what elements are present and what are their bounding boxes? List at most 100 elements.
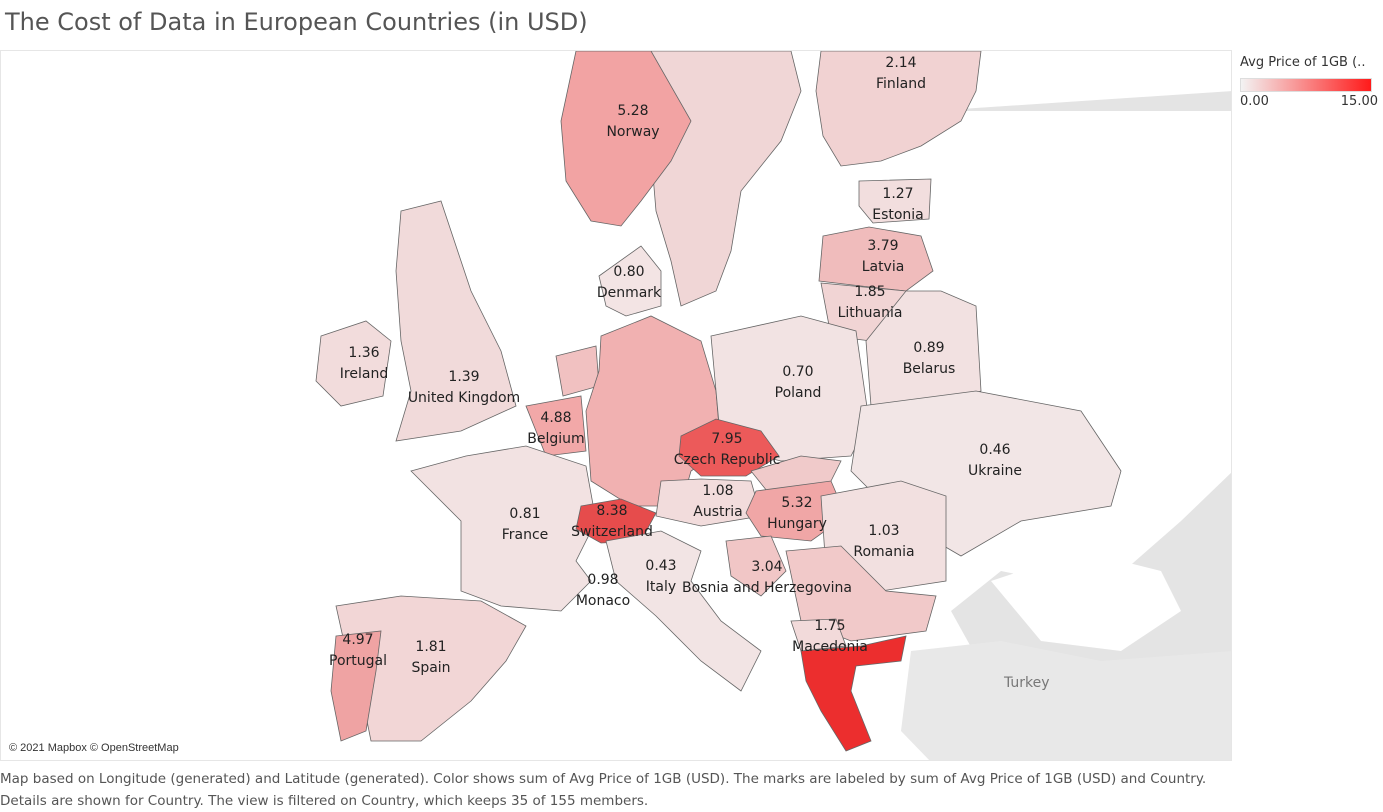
country-label[interactable]: 8.38 Switzerland (571, 501, 653, 543)
country-value: 1.39 (448, 369, 480, 385)
country-france (410, 445, 597, 612)
country-germany (585, 315, 722, 507)
country-czech (678, 418, 780, 477)
country-name: Denmark (596, 285, 662, 301)
country-label[interactable]: 4.88 Belgium (527, 408, 584, 450)
country-name: Italy (645, 579, 677, 595)
country-latvia (818, 226, 934, 292)
country-value: 2.14 (885, 55, 917, 71)
country-label[interactable]: 1.03 Romania (853, 521, 914, 563)
country-label[interactable]: 1.81 Spain (411, 637, 450, 679)
country-name: Macedonia (792, 639, 868, 655)
country-value: 8.38 (596, 503, 628, 519)
country-finland (815, 51, 982, 167)
country-estonia (858, 178, 932, 224)
country-belgium (525, 395, 587, 457)
country-macedonia (790, 618, 847, 652)
country-label[interactable]: 3.04 Bosnia and Herzegovina (682, 557, 852, 599)
map-caption: Map based on Longitude (generated) and L… (0, 771, 1207, 809)
country-name: Spain (411, 660, 451, 676)
color-legend[interactable]: Avg Price of 1GB (.. 0.00 15.00 (1240, 55, 1380, 109)
map-attribution[interactable]: © 2021 Mapbox © OpenStreetMap (9, 742, 179, 754)
country-name: Latvia (861, 259, 905, 275)
country-label[interactable]: 0.70 Poland (775, 362, 822, 404)
country-value: 0.43 (645, 558, 677, 574)
country-label[interactable]: 1.85 Lithuania (838, 282, 903, 324)
country-value: 0.89 (913, 340, 945, 356)
country-value: 7.95 (711, 431, 743, 447)
country-name: Bosnia and Herzegovina (682, 580, 852, 596)
country-value: 1.03 (868, 523, 900, 539)
country-value: 0.81 (509, 506, 541, 522)
country-netherlands (555, 345, 600, 397)
country-label[interactable]: 3.79 Latvia (862, 236, 905, 278)
country-label[interactable]: 0.81 France (502, 504, 549, 546)
country-value: 1.75 (814, 618, 846, 634)
country-norway (560, 51, 692, 227)
country-value: 0.46 (979, 442, 1011, 458)
country-name: Belgium (527, 431, 585, 447)
country-name: Lithuania (837, 305, 903, 321)
country-label[interactable]: 5.28 Norway (606, 101, 659, 143)
country-label[interactable]: 1.08 Austria (693, 481, 742, 523)
country-value: 4.97 (342, 632, 374, 648)
country-name: Poland (774, 385, 822, 401)
country-value: 1.85 (854, 284, 886, 300)
country-label[interactable]: 7.95 Czech Republic (674, 429, 781, 471)
country-name: Czech Republic (673, 452, 781, 468)
country-label[interactable]: 0.89 Belarus (903, 338, 956, 380)
country-name: Austria (693, 504, 743, 520)
country-label[interactable]: 1.75 Macedonia (792, 616, 868, 658)
country-label[interactable]: 5.32 Hungary (767, 493, 827, 535)
country-label[interactable]: 0.80 Denmark (597, 262, 661, 304)
country-label[interactable]: 2.14 Finland (876, 53, 926, 95)
country-value: 5.28 (617, 103, 649, 119)
country-poland (710, 315, 870, 462)
country-label[interactable]: 0.43 Italy (645, 556, 676, 598)
country-label[interactable]: 0.46 Ukraine (968, 440, 1022, 482)
page-title: The Cost of Data in European Countries (… (5, 8, 588, 36)
legend-max-label: 15.00 (1340, 94, 1378, 109)
country-name: France (501, 527, 549, 543)
country-value: 0.98 (587, 572, 619, 588)
legend-gradient (1240, 78, 1372, 92)
map-canvas (315, 51, 1231, 760)
country-label[interactable]: 4.97 Portugal (329, 630, 387, 672)
country-name: Monaco (575, 593, 631, 609)
country-name: Finland (875, 76, 927, 92)
country-name: Norway (606, 124, 660, 140)
country-name: Switzerland (571, 524, 653, 540)
country-value: 1.27 (882, 186, 914, 202)
country-greece (800, 635, 907, 752)
country-bosnia (725, 535, 787, 597)
country-name: Hungary (767, 516, 827, 532)
country-portugal (330, 630, 382, 742)
country-name: United Kingdom (407, 390, 521, 406)
country-value: 4.88 (540, 410, 572, 426)
country-italy (605, 530, 762, 692)
country-label[interactable]: 1.39 United Kingdom (408, 367, 520, 409)
country-name: Estonia (872, 207, 924, 223)
turkey-land (901, 641, 1231, 760)
country-uk (395, 200, 517, 442)
legend-title: Avg Price of 1GB (.. (1240, 55, 1366, 70)
country-name: Portugal (329, 653, 387, 669)
country-name: Belarus (902, 361, 956, 377)
country-denmark (598, 245, 662, 317)
country-value: 3.79 (867, 238, 899, 254)
country-label[interactable]: 1.36 Ireland (340, 343, 388, 385)
country-value: 3.04 (751, 559, 783, 575)
turkey-map-label: Turkey (1004, 675, 1050, 691)
country-ireland (315, 320, 392, 407)
country-label[interactable]: 1.27 Estonia (872, 184, 924, 226)
country-value: 1.08 (702, 483, 734, 499)
country-name: Ukraine (967, 463, 1023, 479)
country-value: 0.70 (782, 364, 814, 380)
map-view[interactable]: Turkey 2.14 Finland 5.28 Norway 1.27 Estonia 3… (0, 50, 1232, 761)
black-sea (991, 551, 1181, 651)
country-label[interactable]: 0.98 Monaco (576, 570, 630, 612)
country-value: 1.36 (348, 345, 380, 361)
country-value: 0.80 (613, 264, 645, 280)
country-name: Ireland (339, 366, 389, 382)
country-value: 5.32 (781, 495, 813, 511)
